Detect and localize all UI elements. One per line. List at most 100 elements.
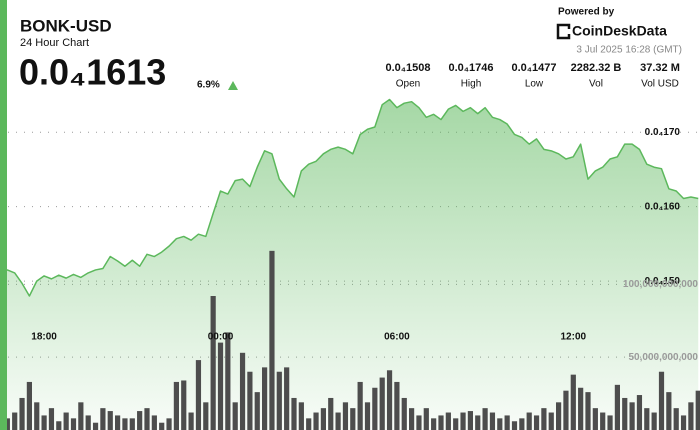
- volume-bar: [34, 402, 40, 430]
- volume-bar: [526, 412, 532, 430]
- volume-bar: [100, 408, 106, 430]
- stat-label: Vol: [589, 79, 603, 90]
- volume-bar: [350, 408, 356, 430]
- current-price: 0.0₄1613: [19, 52, 166, 93]
- volume-bar: [600, 412, 606, 430]
- volume-bar: [328, 397, 334, 430]
- volume-bar: [658, 371, 665, 430]
- volume-bar: [475, 415, 481, 430]
- x-tick-label: 18:00: [31, 332, 57, 343]
- volume-bar: [144, 408, 150, 430]
- volume-bar: [511, 421, 518, 430]
- x-tick-label: 12:00: [561, 332, 587, 343]
- series-layer: [0, 98, 700, 430]
- volume-bar: [695, 390, 700, 430]
- volume-bar: [159, 422, 165, 430]
- volume-bar: [107, 411, 113, 430]
- volume-bar: [460, 412, 466, 430]
- volume-bar: [651, 412, 657, 430]
- up-arrow: [228, 81, 238, 90]
- volume-bar: [137, 411, 143, 430]
- volume-bar: [239, 352, 246, 430]
- volume-bar: [48, 408, 55, 430]
- volume-bar: [467, 411, 473, 430]
- x-tick-label: 00:00: [208, 332, 234, 343]
- price-line: [0, 98, 699, 297]
- volume-bar: [497, 418, 503, 430]
- volume-bar: [269, 250, 275, 430]
- volume-bar: [151, 415, 157, 430]
- volume-bar: [372, 387, 378, 430]
- volume-bar: [533, 415, 540, 430]
- volume-bar: [386, 370, 393, 430]
- volume-bar: [225, 332, 231, 430]
- stat-label: Vol USD: [641, 79, 679, 90]
- volume-bar: [629, 402, 635, 430]
- symbol-title: BONK-USD: [20, 16, 112, 35]
- volume-bar: [166, 418, 172, 430]
- volume-bar: [181, 380, 187, 430]
- volume-bar: [394, 381, 400, 430]
- volume-bar: [416, 415, 422, 430]
- volume-bar: [122, 418, 128, 430]
- stat-value: 37.32 M: [640, 62, 680, 74]
- y-tick-label: 0.0₄170: [645, 127, 681, 138]
- volume-bar: [291, 397, 297, 430]
- volume-bar: [423, 408, 429, 430]
- volume-bar: [431, 418, 437, 430]
- area-fill: [0, 99, 699, 430]
- volume-bar: [129, 418, 135, 430]
- volume-bar: [63, 412, 69, 430]
- volume-bar: [636, 395, 643, 430]
- volume-bar: [276, 371, 282, 430]
- price-change: 6.9%: [197, 80, 220, 91]
- stat-label: High: [461, 79, 482, 90]
- volume-bar: [41, 415, 47, 430]
- volume-bar: [85, 415, 91, 430]
- timestamp: 3 Jul 2025 16:28 (GMT): [576, 45, 682, 56]
- volume-bar: [4, 418, 10, 430]
- volume-bar: [541, 408, 547, 430]
- volume-bar: [19, 397, 25, 430]
- stat-value: 0.0₄1477: [511, 62, 556, 74]
- volume-bar: [313, 412, 319, 430]
- volume-bar: [409, 408, 415, 430]
- stat-label: Low: [525, 79, 544, 90]
- volume-bar: [232, 402, 238, 430]
- volume-bar: [364, 402, 371, 430]
- volume-bar: [482, 408, 488, 430]
- volume-bar: [614, 384, 620, 430]
- volume-bar: [680, 415, 687, 430]
- y-tick-label: 0.0₄160: [645, 201, 681, 212]
- volume-bar: [188, 412, 194, 430]
- volume-bar: [563, 390, 569, 430]
- brand-name: CoinDeskData: [572, 23, 667, 39]
- stats: 0.0₄1508 Open 0.0₄1746 High 0.0₄1477 Low 2282.…: [385, 62, 679, 90]
- volume-bar: [12, 412, 18, 430]
- volume-bar: [217, 342, 224, 430]
- accent-bar: [0, 0, 7, 430]
- volume-bar: [254, 392, 260, 430]
- volume-bar: [70, 418, 77, 430]
- volume-bar: [519, 418, 525, 430]
- volume-bar: [379, 377, 385, 430]
- volume-bar: [195, 360, 202, 430]
- volume-bar: [445, 412, 451, 430]
- volume-bar: [298, 402, 304, 430]
- y-tick-label: 0.0₄150: [645, 276, 681, 287]
- volume-bar: [401, 397, 407, 430]
- y2-tick-label: 100,000,000,000: [623, 279, 699, 290]
- volume-bar: [203, 402, 209, 430]
- volume-bar: [284, 367, 290, 430]
- volume-bar: [78, 402, 84, 430]
- volume-bar: [320, 408, 326, 430]
- volume-bar: [585, 392, 591, 430]
- stat-value: 0.0₄1508: [385, 62, 430, 74]
- volume-bar: [173, 381, 179, 430]
- volume-bar: [342, 402, 349, 430]
- volume-bar: [115, 415, 121, 430]
- volume-bar: [688, 402, 694, 430]
